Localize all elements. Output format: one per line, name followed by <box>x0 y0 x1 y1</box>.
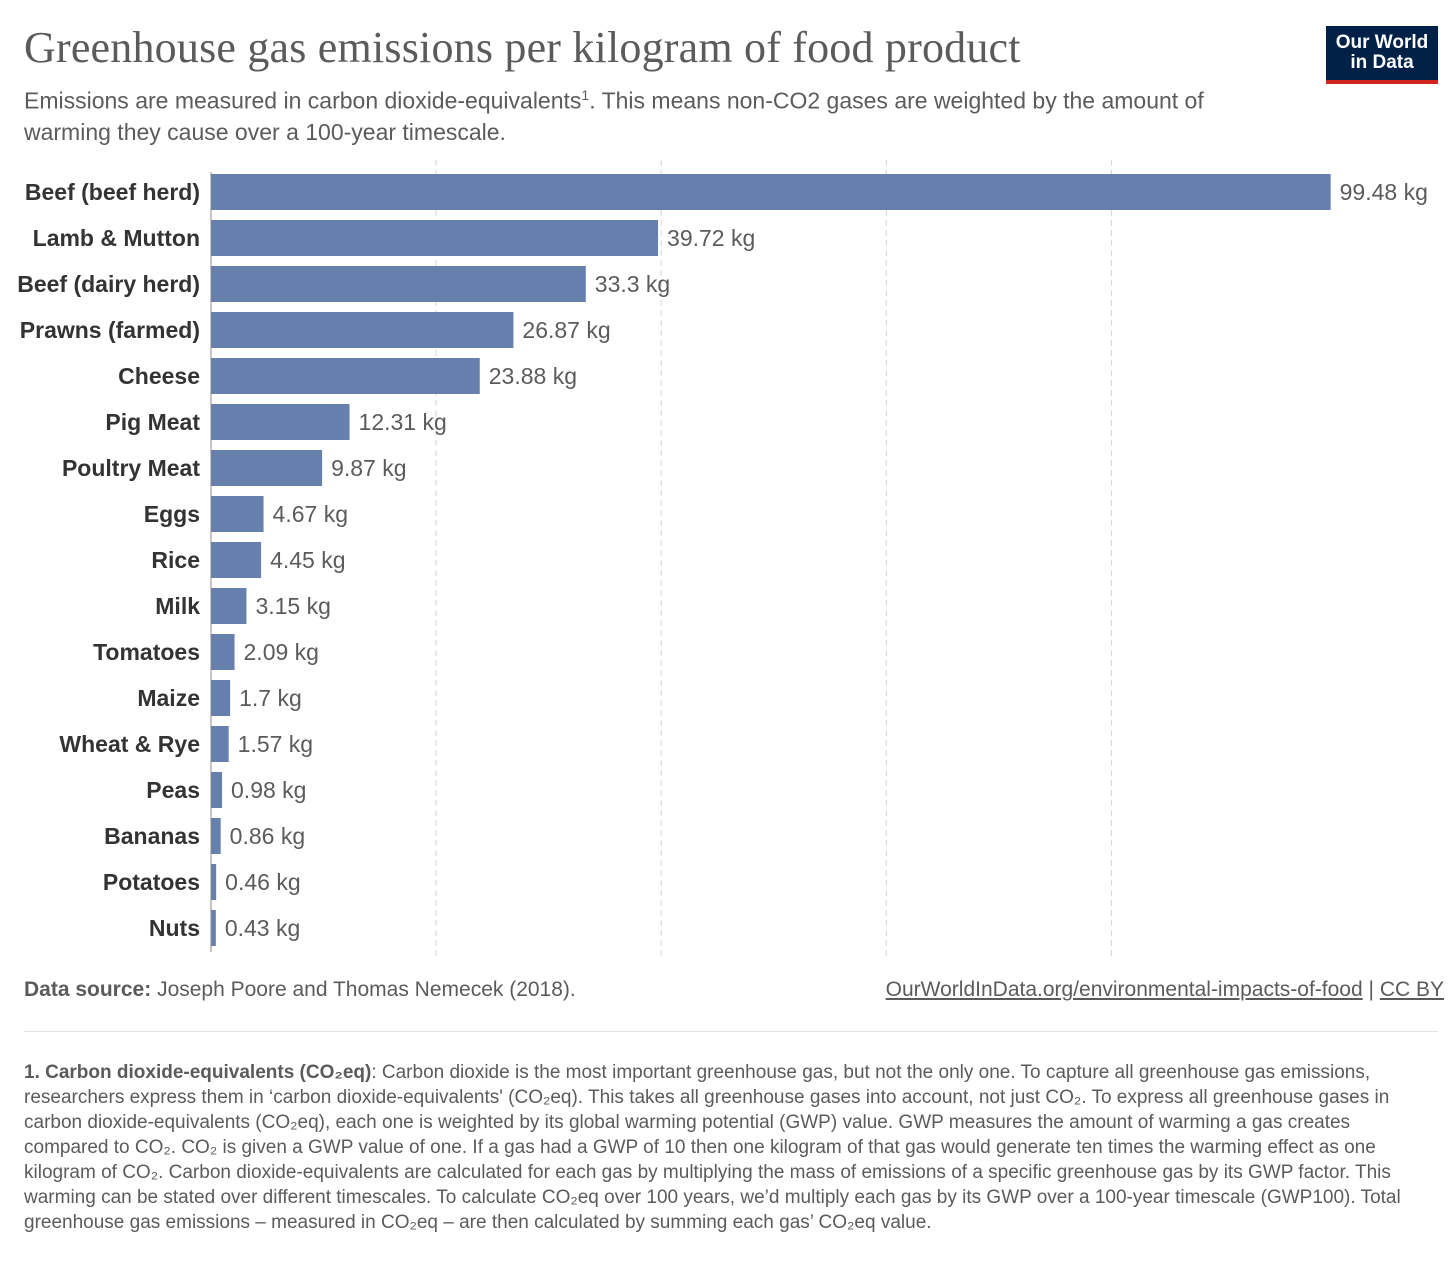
subtitle-text: Emissions are measured in carbon dioxide… <box>24 87 582 114</box>
category-label-5: Pig Meat <box>105 409 200 435</box>
bar-16[interactable] <box>211 910 216 946</box>
footnote-text: : Carbon dioxide is the most important g… <box>24 1062 1401 1233</box>
chart-subtitle: Emissions are measured in carbon dioxide… <box>24 80 1284 148</box>
license-info: OurWorldInData.org/environmental-impacts… <box>886 978 1444 1002</box>
bar-8[interactable] <box>211 542 262 578</box>
value-label-14: 0.86 kg <box>230 823 305 849</box>
bar-3[interactable] <box>211 312 514 348</box>
category-label-14: Bananas <box>104 823 200 849</box>
footnote-ref[interactable]: 1 <box>581 87 590 103</box>
bars <box>211 174 1331 946</box>
category-label-3: Prawns (farmed) <box>20 317 200 343</box>
category-label-8: Rice <box>151 547 200 573</box>
category-label-10: Tomatoes <box>93 639 200 665</box>
category-label-11: Maize <box>137 685 200 711</box>
category-label-15: Potatoes <box>103 869 200 895</box>
bar-7[interactable] <box>211 496 264 532</box>
bar-9[interactable] <box>211 588 247 624</box>
category-label-4: Cheese <box>118 363 200 389</box>
subtitle-text-rest: . This means non-CO2 gases are weighted … <box>24 87 1204 145</box>
bar-1[interactable] <box>211 220 659 256</box>
value-label-3: 26.87 kg <box>522 317 610 343</box>
separator: | <box>1368 978 1374 1001</box>
bar-4[interactable] <box>211 358 480 394</box>
bar-11[interactable] <box>211 680 231 716</box>
bar-2[interactable] <box>211 266 586 302</box>
category-label-2: Beef (dairy herd) <box>17 271 200 297</box>
category-labels: Beef (beef herd) Lamb & Mutton Beef (dairy… <box>17 179 200 941</box>
value-label-5: 12.31 kg <box>359 409 447 435</box>
footnote: 1. Carbon dioxide-equivalents (CO₂eq): C… <box>24 1060 1404 1235</box>
value-label-2: 33.3 kg <box>595 271 670 297</box>
source-link[interactable]: OurWorldInData.org/environmental-impacts… <box>885 978 1363 1001</box>
category-label-16: Nuts <box>149 915 200 941</box>
value-label-15: 0.46 kg <box>225 869 300 895</box>
value-label-9: 3.15 kg <box>255 593 330 619</box>
category-label-13: Peas <box>146 777 200 803</box>
value-labels: 99.48 kg 39.72 kg 33.3 kg 26.87 kg 23.88 kg 1… <box>225 179 1428 941</box>
bar-0[interactable] <box>211 174 1331 210</box>
value-label-12: 1.57 kg <box>238 731 313 757</box>
value-label-10: 2.09 kg <box>244 639 319 665</box>
value-label-16: 0.43 kg <box>225 915 300 941</box>
category-label-0: Beef (beef herd) <box>25 179 200 205</box>
data-source: Data source: Joseph Poore and Thomas Nem… <box>24 978 576 1002</box>
footnote-term: 1. Carbon dioxide-equivalents (CO₂eq) <box>24 1062 372 1083</box>
chart-title: Greenhouse gas emissions per kilogram of… <box>24 23 1021 72</box>
bar-13[interactable] <box>211 772 223 808</box>
source-text: Joseph Poore and Thomas Nemecek (2018). <box>157 978 576 1001</box>
category-label-9: Milk <box>155 593 200 619</box>
category-label-1: Lamb & Mutton <box>33 225 200 251</box>
footer-divider <box>24 1031 1438 1032</box>
owid-logo[interactable]: Our World in Data <box>1326 26 1438 84</box>
bar-12[interactable] <box>211 726 229 762</box>
value-label-0: 99.48 kg <box>1340 179 1428 205</box>
bar-14[interactable] <box>211 818 221 854</box>
bar-10[interactable] <box>211 634 235 670</box>
value-label-11: 1.7 kg <box>239 685 302 711</box>
source-label: Data source: <box>24 978 152 1001</box>
bar-15[interactable] <box>211 864 217 900</box>
category-label-7: Eggs <box>144 501 200 527</box>
value-label-7: 4.67 kg <box>273 501 348 527</box>
value-label-1: 39.72 kg <box>667 225 755 251</box>
category-label-12: Wheat & Rye <box>59 731 200 757</box>
value-label-4: 23.88 kg <box>489 363 577 389</box>
logo-line-2: in Data <box>1350 52 1414 73</box>
value-label-6: 9.87 kg <box>331 455 406 481</box>
license-link[interactable]: CC BY <box>1379 978 1444 1001</box>
category-label-6: Poultry Meat <box>62 455 200 481</box>
value-label-13: 0.98 kg <box>231 777 306 803</box>
logo-line-1: Our World <box>1335 32 1429 53</box>
value-label-8: 4.45 kg <box>270 547 345 573</box>
bar-chart: Beef (beef herd) Lamb & Mutton Beef (dairy… <box>17 160 1428 960</box>
bar-5[interactable] <box>211 404 350 440</box>
bar-6[interactable] <box>211 450 323 486</box>
